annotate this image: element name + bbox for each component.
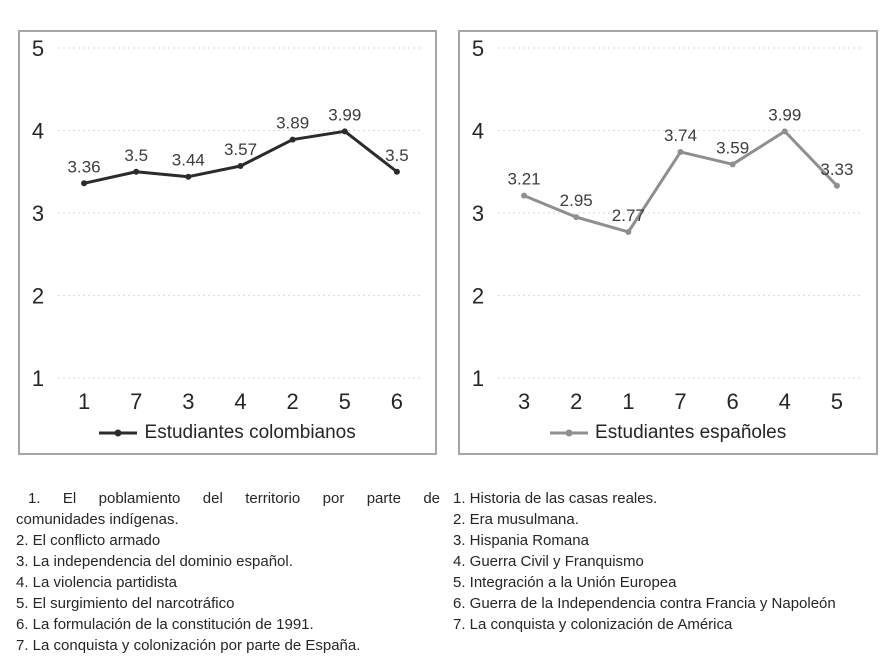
- note-line: 6. La formulación de la constitución de …: [16, 616, 314, 633]
- data-label: 2.77: [612, 206, 645, 225]
- y-tick-label: 3: [472, 201, 484, 226]
- x-tick-label: 1: [622, 389, 634, 414]
- data-label: 3.44: [172, 151, 205, 170]
- note-line: 3. La independencia del dominio español.: [16, 553, 293, 570]
- x-tick-label: 1: [78, 389, 90, 414]
- y-tick-label: 4: [472, 119, 484, 144]
- line-chart-colombianos: 5 4 3 2 1 3.36 3.5 3.44 3.57 3.89 3.99 3.5 1 7 3 4 2 5 6: [20, 32, 433, 420]
- data-label: 3.33: [820, 160, 853, 179]
- y-tick-label: 5: [472, 36, 484, 61]
- y-tick-label: 4: [32, 119, 44, 144]
- data-label: 3.89: [276, 114, 309, 133]
- line-series-marker-icon: [549, 429, 588, 437]
- x-tick-label: 6: [727, 389, 739, 414]
- x-tick-label: 3: [518, 389, 530, 414]
- data-point-marker: [521, 192, 528, 199]
- note-line: 2. Era musulmana.: [453, 511, 579, 528]
- y-tick-label: 2: [32, 284, 44, 309]
- note-line: 4. Guerra Civil y Franquismo: [453, 553, 644, 570]
- footnote-list-espana: 1. Historia de las casas reales. 2. Era m…: [453, 488, 891, 635]
- data-point-marker: [289, 136, 296, 143]
- data-point-marker: [833, 182, 840, 189]
- y-tick-label: 3: [32, 201, 44, 226]
- note-line: comunidades indígenas.: [16, 511, 179, 528]
- data-label: 2.95: [560, 191, 593, 210]
- y-tick-label: 2: [472, 284, 484, 309]
- data-point-marker: [677, 148, 684, 155]
- x-tick-label: 7: [674, 389, 686, 414]
- note-line: 4. La violencia partidista: [16, 574, 177, 591]
- line-series-marker-icon: [99, 429, 138, 437]
- data-label: 3.21: [508, 170, 541, 189]
- y-tick-label: 1: [472, 366, 484, 391]
- line-chart-espanoles: 5 4 3 2 1 3.21 2.95 2.77 3.74 3.59 3.99 3.33 3 2 1 7 6 4 5: [460, 32, 873, 420]
- legend-espanoles: Estudiantes españoles: [460, 422, 876, 444]
- data-label: 3.99: [768, 105, 801, 124]
- data-point-marker: [341, 128, 348, 135]
- x-tick-label: 2: [570, 389, 582, 414]
- chart-panel-espanoles: 5 4 3 2 1 3.21 2.95 2.77 3.74 3.59 3.99 3.33 3 2 1 7 6 4 5…: [458, 30, 878, 455]
- data-point-marker: [81, 180, 88, 187]
- y-tick-label: 5: [32, 36, 44, 61]
- data-point-marker: [573, 214, 580, 221]
- chart-panel-colombianos: 5 4 3 2 1 3.36 3.5 3.44 3.57 3.89 3.99 3.5 1 7 3 4 2 5 6 E…: [18, 30, 437, 455]
- x-tick-label: 4: [234, 389, 246, 414]
- x-tick-label: 6: [391, 389, 403, 414]
- legend-colombianos: Estudiantes colombianos: [20, 422, 435, 444]
- data-point-marker: [393, 168, 400, 175]
- data-label: 3.99: [328, 105, 361, 124]
- data-label: 3.5: [385, 146, 409, 165]
- data-point-marker: [237, 162, 244, 169]
- footnote-list-colombia: 1. El poblamiento del territorio por par…: [16, 488, 440, 656]
- data-label: 3.5: [124, 146, 148, 165]
- note-line: 6. Guerra de la Independencia contra Fra…: [453, 595, 836, 612]
- note-line: 1. El poblamiento del territorio por par…: [28, 490, 440, 507]
- note-line: 7. La conquista y colonización de Améric…: [453, 616, 733, 633]
- legend-label: Estudiantes españoles: [595, 422, 787, 443]
- data-label: 3.57: [224, 140, 257, 159]
- legend-label: Estudiantes colombianos: [144, 422, 356, 443]
- note-line: 7. La conquista y colonización por parte…: [16, 637, 361, 654]
- x-tick-label: 2: [287, 389, 299, 414]
- note-line: 3. Hispania Romana: [453, 532, 589, 549]
- data-point-marker: [625, 228, 632, 235]
- x-tick-label: 7: [130, 389, 142, 414]
- line-series: [522, 129, 839, 234]
- data-point-marker: [133, 168, 140, 175]
- data-point-marker: [729, 161, 736, 168]
- note-line: 5. Integración a la Unión Europea: [453, 574, 677, 591]
- note-line: 2. El conflicto armado: [16, 532, 161, 549]
- data-label: 3.59: [716, 138, 749, 157]
- data-label: 3.36: [68, 157, 101, 176]
- note-line: 5. El surgimiento del narcotráfico: [16, 595, 235, 612]
- data-label: 3.74: [664, 126, 697, 145]
- x-tick-label: 4: [779, 389, 791, 414]
- note-line: 1. Historia de las casas reales.: [453, 490, 658, 507]
- data-point-marker: [781, 128, 788, 135]
- x-tick-label: 5: [339, 389, 351, 414]
- x-tick-label: 5: [831, 389, 843, 414]
- data-point-marker: [185, 173, 192, 180]
- x-tick-label: 3: [182, 389, 194, 414]
- y-tick-label: 1: [32, 366, 44, 391]
